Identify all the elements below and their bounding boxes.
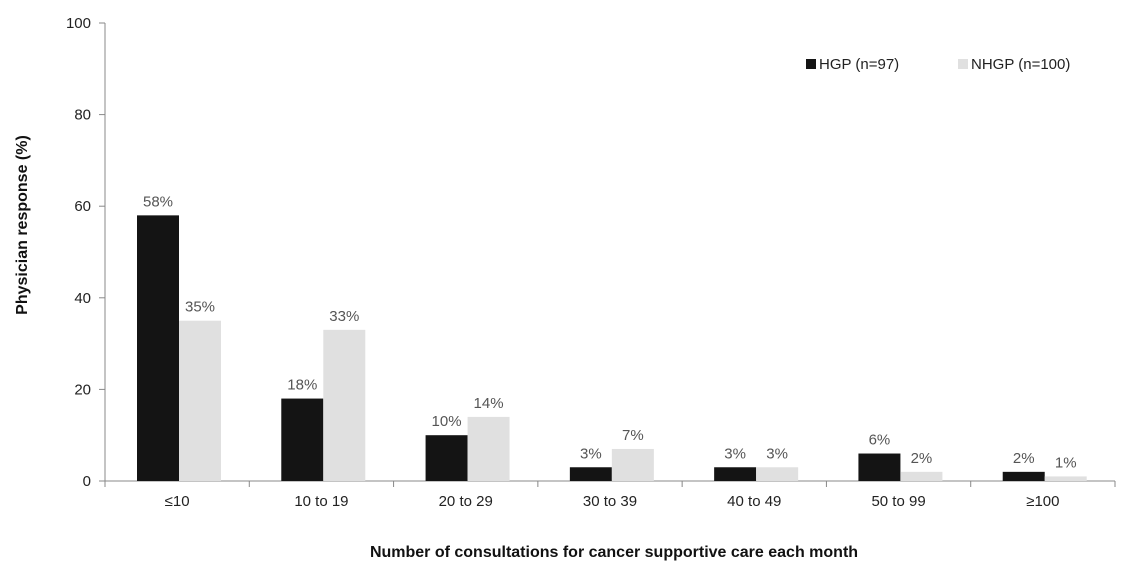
hgp-legend-swatch: [806, 59, 816, 69]
x-tick-label: ≤10: [165, 493, 190, 510]
hgp-data-label: 58%: [143, 193, 173, 210]
x-tick-label: 50 to 99: [871, 493, 925, 510]
hgp-data-label: 3%: [724, 445, 746, 462]
y-tick-label: 100: [66, 15, 91, 32]
legend: HGP (n=97) NHGP (n=100): [806, 56, 1070, 73]
nhgp-data-label: 7%: [622, 427, 644, 444]
nhgp-bar: [611, 448, 654, 481]
hgp-data-label: 2%: [1013, 450, 1035, 467]
nhgp-legend-label: NHGP (n=100): [971, 56, 1070, 73]
nhgp-bar: [1044, 476, 1087, 481]
nhgp-data-label: 33%: [329, 308, 359, 325]
nhgp-bar: [756, 467, 799, 481]
nhgp-bar: [900, 471, 943, 481]
hgp-data-label: 10%: [432, 413, 462, 430]
y-tick-label: 20: [74, 381, 91, 398]
y-axis-title: Physician response (%): [14, 135, 31, 315]
data-labels: 58% 18% 10% 3% 3% 6% 2% 35% 33% 14% 7% 3% 2% 1%: [143, 193, 1077, 471]
nhgp-bar: [179, 320, 221, 481]
x-axis-title: Number of consultations for cancer suppo…: [370, 544, 858, 561]
hgp-bar: [1002, 471, 1045, 481]
hgp-bar: [714, 467, 757, 481]
nhgp-data-label: 14%: [474, 395, 504, 412]
x-axis: ≤10 10 to 19 20 to 29 30 to 39 40 to 49 50 to…: [104, 480, 1116, 510]
hgp-bar: [281, 398, 324, 481]
bars: [137, 215, 1087, 482]
nhgp-data-label: 35%: [185, 299, 215, 316]
nhgp-data-label: 1%: [1055, 454, 1077, 471]
y-tick-label: 60: [74, 198, 91, 215]
nhgp-data-label: 3%: [766, 445, 788, 462]
hgp-data-label: 6%: [869, 432, 891, 449]
x-tick-label: ≥100: [1026, 493, 1059, 510]
x-tick-label: 20 to 29: [439, 493, 493, 510]
y-axis: 0 20 40 60 80 100: [66, 15, 106, 490]
hgp-bar: [858, 453, 901, 481]
hgp-legend-label: HGP (n=97): [819, 56, 899, 73]
hgp-data-label: 18%: [287, 377, 317, 394]
nhgp-legend-swatch: [958, 59, 968, 69]
x-tick-label: 40 to 49: [727, 493, 781, 510]
hgp-bar: [569, 467, 612, 481]
hgp-data-label: 3%: [580, 445, 602, 462]
x-tick-label: 30 to 39: [583, 493, 637, 510]
nhgp-bar: [467, 416, 510, 481]
nhgp-data-label: 2%: [911, 450, 933, 467]
y-tick-label: 80: [74, 107, 91, 124]
y-tick-label: 40: [74, 290, 91, 307]
hgp-bar: [425, 435, 468, 481]
nhgp-bar: [323, 329, 366, 481]
y-tick-label: 0: [83, 473, 91, 490]
hgp-bar: [137, 215, 179, 482]
x-tick-label: 10 to 19: [294, 493, 348, 510]
